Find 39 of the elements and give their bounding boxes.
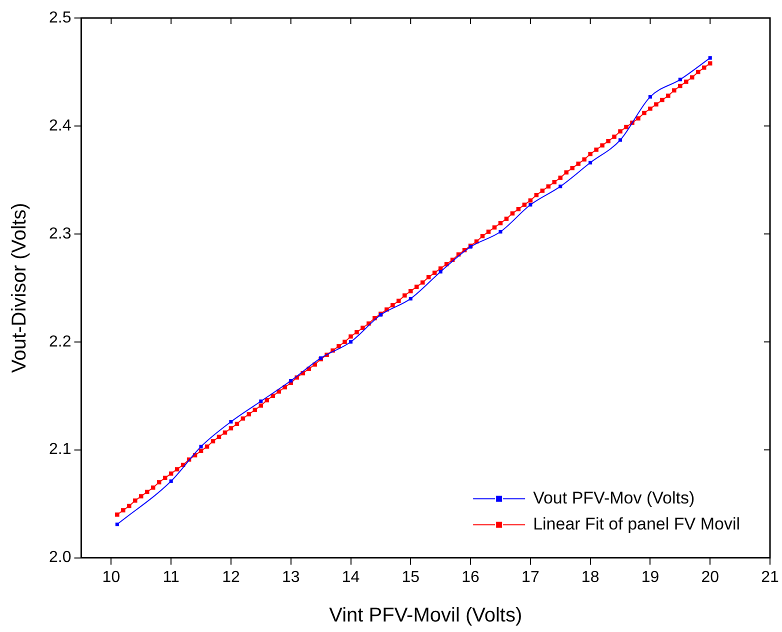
point <box>648 95 652 99</box>
point <box>558 184 562 188</box>
point <box>229 420 233 424</box>
x-tick-label: 17 <box>522 568 540 586</box>
point <box>348 340 353 344</box>
x-tick-label: 11 <box>162 568 180 586</box>
x-tick-label: 16 <box>462 568 480 586</box>
point <box>289 378 293 383</box>
x-tick-label: 12 <box>222 568 240 586</box>
point <box>199 444 203 448</box>
point <box>678 78 682 82</box>
point <box>115 522 119 526</box>
x-tick-label: 21 <box>761 568 779 586</box>
point <box>169 479 173 483</box>
x-tick-label: 13 <box>282 568 300 586</box>
y-tick-label: 2.1 <box>48 441 72 458</box>
legend-label: Vout PFV-Mov (Volts) <box>533 488 695 508</box>
x-tick-label: 15 <box>402 568 420 586</box>
point <box>528 203 532 207</box>
y-tick-label: 2.2 <box>48 333 72 350</box>
x-tick-label: 20 <box>701 568 720 586</box>
y-tick-label: 2.5 <box>48 9 72 26</box>
x-tick-label: 18 <box>581 568 600 586</box>
y-tick-label: 2.0 <box>48 549 72 566</box>
y-tick-label: 2.3 <box>48 225 72 242</box>
point <box>618 138 622 142</box>
x-tick-label: 14 <box>342 568 360 586</box>
point <box>708 56 712 60</box>
y-tick-label: 2.4 <box>48 117 72 134</box>
point <box>588 160 592 164</box>
x-tick-label: 19 <box>641 568 660 586</box>
legend-label: Linear Fit of panel FV Movil <box>533 514 740 534</box>
x-axis-title: Vint PFV-Movil (Volts) <box>329 604 522 627</box>
point <box>259 399 263 404</box>
point <box>408 296 412 300</box>
point <box>498 230 502 234</box>
x-tick-label: 10 <box>102 568 120 586</box>
point <box>438 270 442 274</box>
y-axis-title: Vout-Divisor (Volts) <box>8 202 31 373</box>
